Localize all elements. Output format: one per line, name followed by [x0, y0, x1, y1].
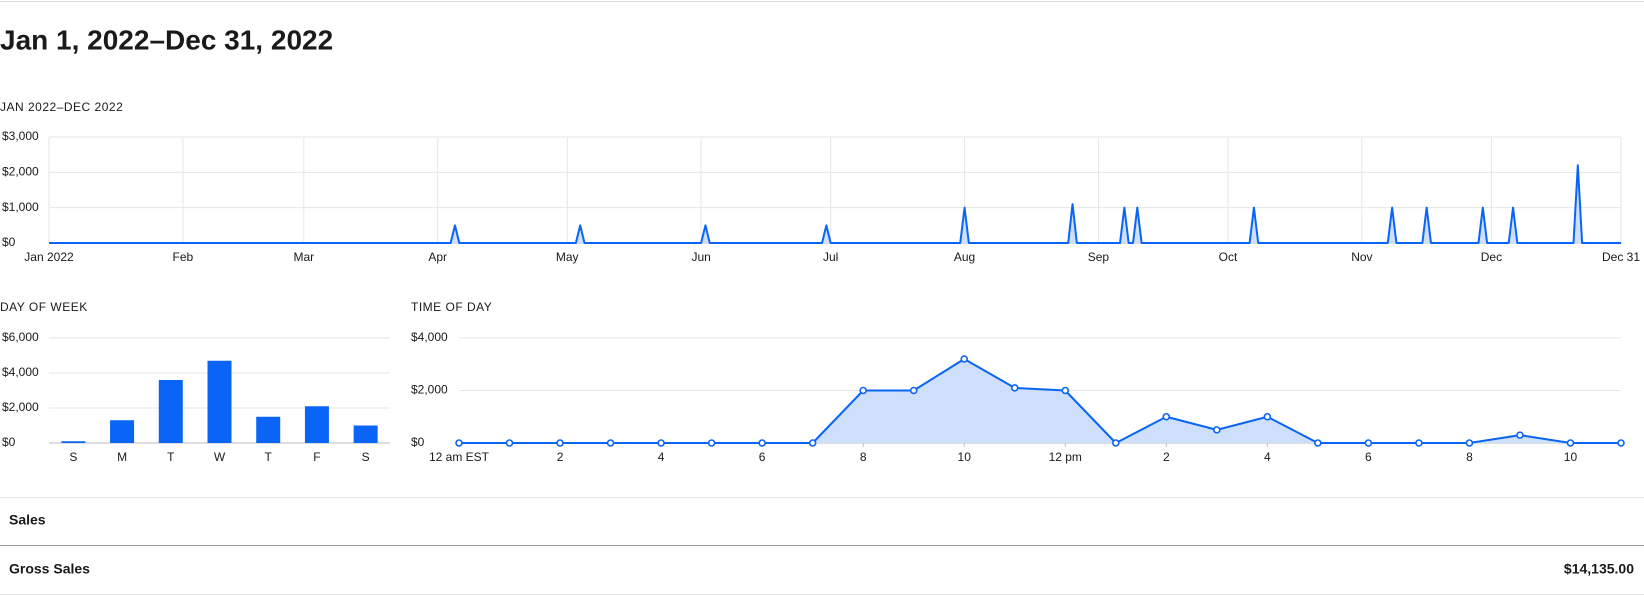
x-tick-label: May: [556, 250, 579, 264]
x-tick-label: S: [69, 450, 77, 464]
point: [556, 439, 564, 447]
bar: [353, 425, 378, 443]
x-tick-label: Oct: [1219, 250, 1238, 264]
x-tick-label: 12 pm: [1049, 450, 1082, 464]
chart-title: DAY OF WEEK: [0, 300, 88, 314]
point: [1111, 439, 1120, 447]
y-tick-label: $2,000: [2, 400, 39, 414]
x-tick-label: Dec: [1481, 250, 1502, 264]
point: [657, 439, 665, 447]
x-tick-label: Apr: [428, 250, 447, 264]
y-tick-label: $0: [2, 435, 16, 449]
bar: [61, 441, 86, 443]
bar: [158, 380, 183, 443]
x-tick-label: Feb: [173, 250, 194, 264]
y-tick-label: $0: [2, 235, 16, 249]
x-tick-label: Jun: [691, 250, 710, 264]
y-tick-label: $1,000: [2, 200, 39, 214]
point: [606, 439, 615, 447]
x-tick-label: Sep: [1088, 250, 1110, 264]
x-tick-label: W: [214, 450, 226, 464]
point: [960, 355, 969, 363]
y-tick-label: $2,000: [2, 165, 39, 179]
page-title: Jan 1, 2022–Dec 31, 2022: [0, 24, 333, 55]
x-tick-label: Dec 31: [1602, 250, 1640, 264]
bar: [110, 420, 135, 443]
point: [1213, 426, 1221, 434]
x-tick-label: 4: [658, 450, 665, 464]
x-tick-label: 2: [1163, 450, 1170, 464]
x-tick-label: T: [265, 450, 273, 464]
point: [1465, 439, 1474, 447]
row-label: Gross Sales: [9, 561, 90, 577]
point: [1516, 431, 1524, 439]
point: [859, 386, 867, 395]
x-tick-label: S: [362, 450, 370, 464]
point: [1061, 386, 1070, 395]
point: [758, 439, 766, 447]
x-tick-label: 12 am EST: [429, 450, 490, 464]
point: [1314, 439, 1322, 447]
y-tick-label: $6,000: [2, 330, 39, 344]
x-tick-label: 2: [557, 450, 564, 464]
y-tick-label: $4,000: [411, 330, 448, 344]
y-tick-label: $0: [411, 435, 425, 449]
point: [1617, 439, 1625, 447]
bar: [207, 360, 232, 443]
x-tick-label: M: [117, 450, 127, 464]
point: [808, 439, 817, 447]
point: [909, 386, 918, 395]
y-tick-label: $4,000: [2, 365, 39, 379]
x-tick-label: 4: [1264, 450, 1271, 464]
y-tick-label: $3,000: [2, 129, 39, 143]
x-tick-label: 10: [958, 450, 972, 464]
section-header: Sales: [9, 512, 46, 528]
area-fill: [459, 359, 1621, 443]
point: [455, 439, 463, 447]
line: [459, 358, 1621, 444]
row-value: $14,135.00: [1564, 561, 1634, 577]
x-tick-label: 6: [1365, 450, 1372, 464]
bar: [304, 406, 329, 443]
point: [1263, 412, 1272, 421]
x-tick-label: Jul: [823, 250, 838, 264]
x-tick-label: Nov: [1351, 250, 1372, 264]
x-tick-label: F: [313, 450, 320, 464]
x-tick-label: 6: [759, 450, 766, 464]
x-tick-label: Jan 2022: [24, 250, 74, 264]
area-fill: [49, 165, 1621, 243]
point: [1566, 439, 1575, 447]
x-tick-label: 8: [1466, 450, 1473, 464]
point: [1010, 384, 1019, 392]
bar: [256, 416, 281, 443]
point: [1415, 439, 1423, 447]
x-tick-label: 8: [860, 450, 867, 464]
chart-title: JAN 2022–DEC 2022: [0, 100, 123, 114]
point: [1364, 439, 1373, 447]
x-tick-label: Mar: [293, 250, 314, 264]
point: [707, 439, 716, 447]
x-tick-label: Aug: [954, 250, 975, 264]
y-tick-label: $2,000: [411, 383, 448, 397]
chart-title: TIME OF DAY: [411, 300, 492, 314]
x-tick-label: T: [167, 450, 175, 464]
x-tick-label: 10: [1564, 450, 1578, 464]
line: [49, 164, 1621, 244]
point: [505, 439, 514, 447]
point: [1162, 412, 1171, 421]
